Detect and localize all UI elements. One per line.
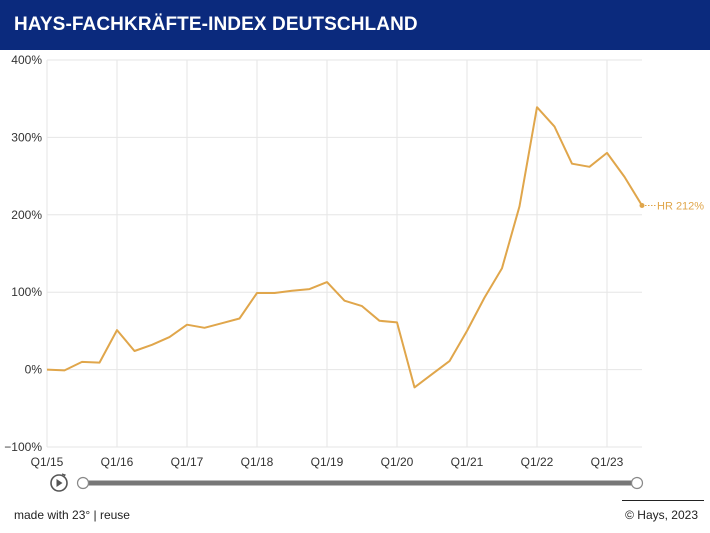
x-tick-label: Q1/19 bbox=[311, 455, 344, 469]
footer-divider bbox=[622, 500, 704, 501]
x-tick-label: Q1/17 bbox=[171, 455, 204, 469]
play-icon[interactable] bbox=[50, 473, 68, 492]
y-tick-label: 200% bbox=[11, 208, 42, 222]
made-with-link[interactable]: made with 23° | reuse bbox=[14, 508, 130, 522]
slider-handle-end[interactable] bbox=[630, 476, 644, 490]
time-slider[interactable] bbox=[76, 476, 644, 490]
chart-title: HAYS-FACHKRÄFTE-INDEX DEUTSCHLAND bbox=[14, 14, 418, 35]
y-tick-label: 300% bbox=[11, 130, 42, 144]
y-tick-label: 0% bbox=[25, 363, 43, 377]
x-tick-label: Q1/22 bbox=[521, 455, 554, 469]
x-tick-label: Q1/16 bbox=[101, 455, 134, 469]
x-tick-label: Q1/15 bbox=[31, 455, 64, 469]
y-tick-label: 400% bbox=[11, 53, 42, 67]
x-tick-label: Q1/20 bbox=[381, 455, 414, 469]
series-end-label: HR 212% bbox=[657, 201, 704, 213]
series-end-point bbox=[639, 203, 645, 209]
slider-handle-start[interactable] bbox=[76, 476, 90, 490]
x-tick-label: Q1/18 bbox=[241, 455, 274, 469]
copyright: © Hays, 2023 bbox=[625, 508, 698, 522]
y-tick-label: −100% bbox=[4, 440, 42, 454]
y-tick-label: 100% bbox=[11, 285, 42, 299]
header-bar: HAYS-FACHKRÄFTE-INDEX DEUTSCHLAND bbox=[0, 0, 710, 50]
x-tick-label: Q1/23 bbox=[591, 455, 624, 469]
x-tick-label: Q1/21 bbox=[451, 455, 484, 469]
series-line-hr bbox=[46, 106, 643, 389]
